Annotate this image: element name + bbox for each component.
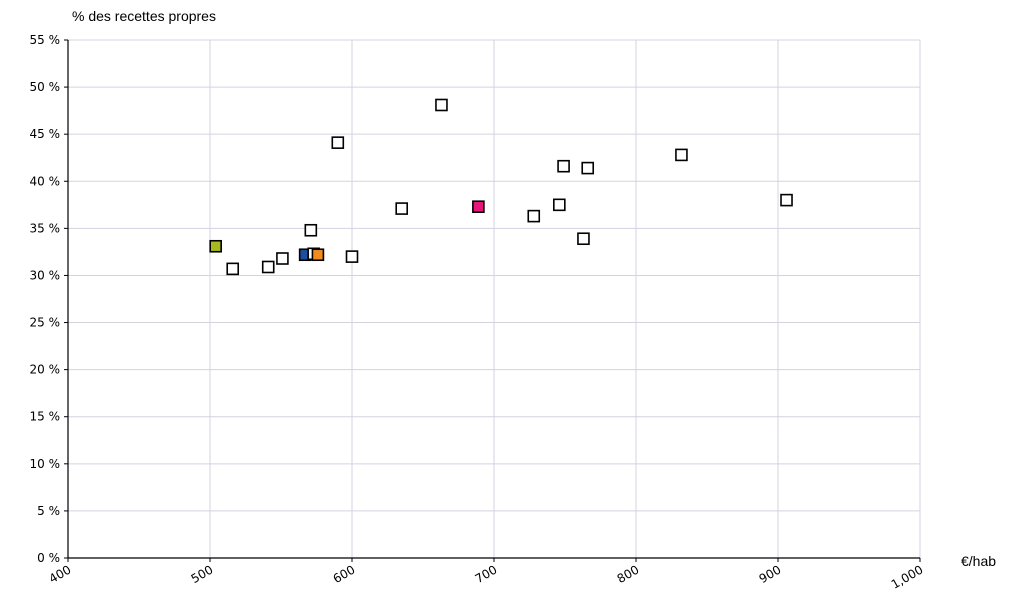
data-point: [226, 262, 240, 276]
grid-layer: [68, 39, 921, 558]
data-point: [527, 209, 541, 223]
y-tick-label: 0 %: [37, 551, 60, 565]
y-axis-title: % des recettes propres: [72, 8, 216, 24]
data-point: [472, 200, 485, 214]
data-point: [331, 136, 345, 149]
y-tick-label: 50 %: [30, 80, 61, 94]
data-point: [780, 193, 793, 207]
y-tick-label: 35 %: [30, 221, 61, 235]
y-tick-label: 55 %: [30, 33, 61, 47]
data-point: [557, 159, 570, 173]
x-tick-label: 700: [473, 562, 500, 586]
data-point: [276, 252, 289, 265]
y-tick-label: 30 %: [30, 268, 61, 282]
data-point: [581, 161, 595, 175]
x-tick-label: 1,000: [889, 562, 926, 591]
data-point: [261, 260, 275, 274]
data-point: [395, 202, 409, 215]
points-layer: [209, 98, 793, 276]
x-tick-label: 900: [757, 562, 784, 586]
y-tick-label: 45 %: [30, 127, 61, 141]
data-point: [553, 198, 566, 212]
data-point: [435, 98, 448, 112]
y-tick-label: 25 %: [30, 316, 61, 330]
axis-layer: 0 % 5 % 10 % 15 % 20 % 25 % 30 % 35 % 40 % 45 % 50…: [30, 33, 926, 592]
data-point: [311, 248, 325, 262]
y-tick-label: 15 %: [30, 410, 61, 424]
y-tick-label: 40 %: [30, 174, 61, 188]
x-axis-title: €/hab: [961, 553, 997, 569]
data-point: [577, 232, 590, 246]
x-tick-label: 600: [331, 562, 358, 586]
data-point: [345, 250, 359, 263]
x-tick-label: 400: [47, 562, 74, 586]
data-point: [675, 148, 688, 162]
y-tick-label: 20 %: [30, 363, 61, 377]
data-point: [304, 223, 318, 237]
x-tick-label: 800: [615, 562, 642, 586]
x-tick-label: 500: [189, 562, 216, 586]
y-tick-label: 10 %: [30, 457, 61, 471]
data-point: [209, 239, 222, 253]
y-tick-label: 5 %: [37, 504, 60, 518]
